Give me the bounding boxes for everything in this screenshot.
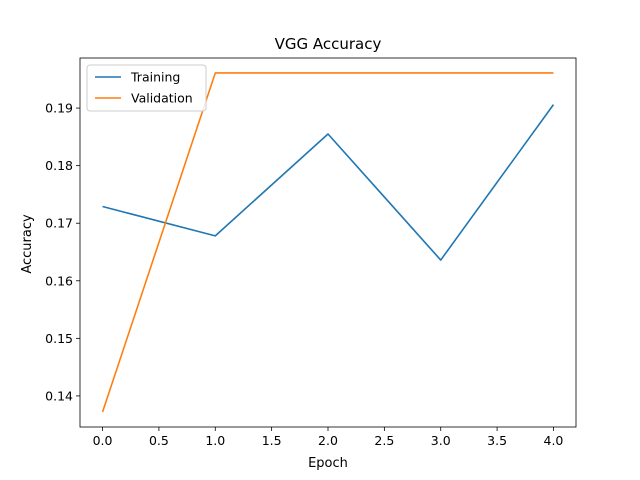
y-tick-label: 0.16 (45, 273, 73, 288)
x-tick-label: 0.0 (93, 433, 113, 448)
legend-label-training: Training (130, 70, 180, 85)
x-tick-label: 1.5 (262, 433, 282, 448)
y-tick-label: 0.18 (45, 158, 73, 173)
y-tick-label: 0.17 (45, 216, 73, 231)
plot-frame (79, 57, 577, 428)
x-tick-label: 4.0 (544, 433, 564, 448)
chart-title: VGG Accuracy (275, 35, 382, 53)
legend: Training Validation (86, 64, 207, 112)
x-tick-label: 2.0 (318, 433, 338, 448)
x-tick-label: 1.0 (205, 433, 225, 448)
series-line-validation (101, 72, 554, 413)
x-tick-label: 2.5 (374, 433, 394, 448)
x-tick-label: 3.5 (487, 433, 507, 448)
legend-label-validation: Validation (131, 91, 193, 106)
y-tick-label: 0.19 (45, 101, 73, 116)
x-axis: 0.0 0.5 1.0 1.5 2.0 2.5 3.0 3.5 4.0 (93, 427, 564, 448)
y-tick-label: 0.14 (45, 388, 73, 403)
y-tick-label: 0.15 (45, 331, 73, 346)
x-axis-label: Epoch (308, 456, 348, 471)
x-tick-label: 0.5 (149, 433, 169, 448)
series-line-training (102, 104, 555, 261)
y-axis: 0.14 0.15 0.16 0.17 0.18 0.19 (45, 101, 80, 403)
x-tick-label: 3.0 (431, 433, 451, 448)
y-axis-label: Accuracy (20, 214, 35, 274)
series-layer (101, 72, 555, 413)
plot-area (79, 57, 577, 428)
